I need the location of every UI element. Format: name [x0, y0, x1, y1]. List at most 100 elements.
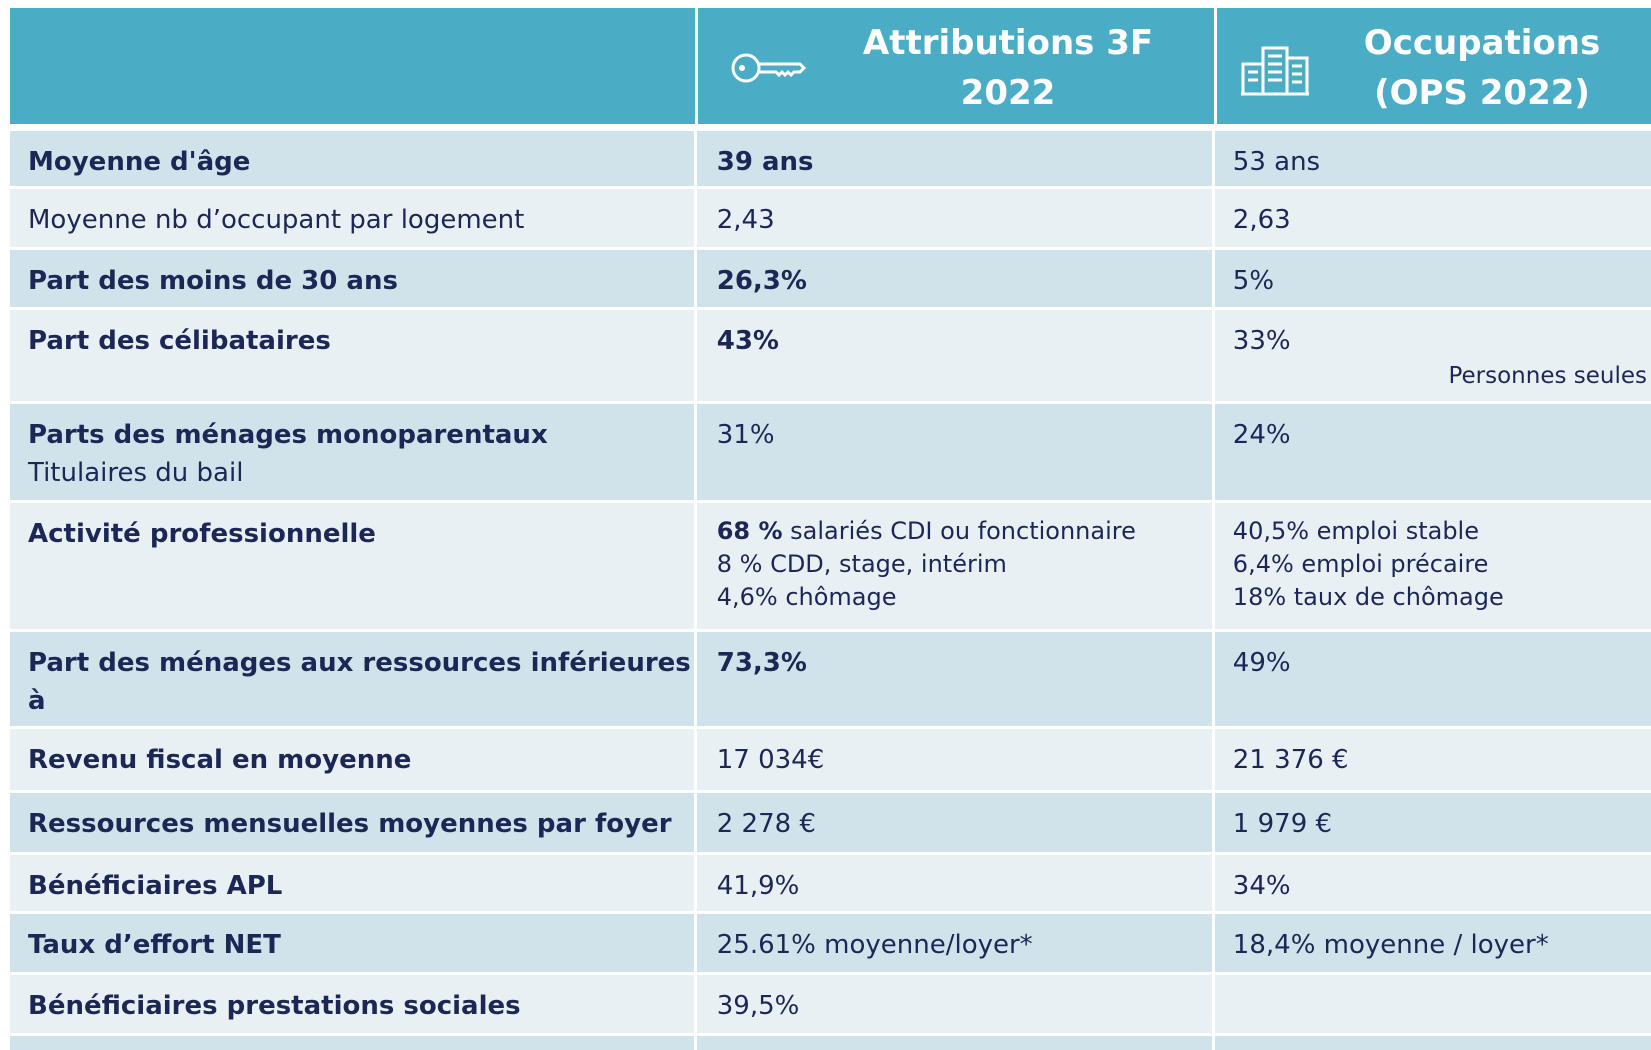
label-cell: Part des célibataires [10, 310, 694, 401]
cell-line: 43% [716, 326, 779, 356]
cell-line: 73,3% [716, 648, 807, 678]
value-cell: 53 ans [1214, 131, 1651, 186]
table-row: Moyenne nb d’occupant par logement 2,43 2,… [10, 189, 1651, 247]
cell-line: 21 376 € [1232, 745, 1349, 775]
value-cell: 39,5% [696, 975, 1212, 1033]
value-cell: 26,3% [696, 250, 1212, 307]
label-cell: Bénéficiaires prestations sociales [10, 975, 694, 1033]
value-cell: 31% [696, 404, 1212, 500]
label-sub: Titulaires du bail [28, 458, 244, 488]
table-row: Part des célibataires 43% 33% Personnes seu… [10, 310, 1651, 401]
cell-line: 4,6% chômage [716, 583, 897, 611]
value-cell: 23% [696, 1036, 1212, 1050]
cell-line: 1 979 € [1232, 809, 1333, 839]
cell-line: Moyenne d'âge [28, 147, 251, 177]
table-row: Part des ménages aux ressources inférieu… [10, 632, 1651, 726]
label-cell: Taux d’effort NET [10, 914, 694, 972]
table-row: Revenu fiscal en moyenne 17 034€ 21 376 € [10, 729, 1651, 790]
value-cell: 68 % salariés CDI ou fonctionnaire 8 % CD… [696, 503, 1212, 629]
key-icon [731, 53, 807, 83]
value-cell: 43% [696, 310, 1212, 401]
cell-line: 68 % salariés CDI ou fonctionnaire [717, 515, 1212, 548]
value-cell: 1 979 € [1214, 793, 1651, 852]
cell-line: Part des moins de 30 ans [28, 266, 398, 296]
cell-line: 33% [1232, 326, 1291, 356]
label-cell: Part des ménages aux ressources inférieu… [10, 632, 694, 726]
label-cell: Moyenne nb d’occupant par logement [10, 189, 694, 247]
cell-line: 60% du plafond PLUS [28, 720, 694, 726]
header-line: Occupations [1363, 23, 1601, 63]
cell-line: 40,5% emploi stable [1232, 517, 1479, 545]
table-row: Ressources mensuelles moyennes par foyer… [10, 793, 1651, 852]
cell-line: Revenu fiscal en moyenne [28, 745, 412, 775]
value-cell: 49% [1214, 632, 1651, 726]
table-row: Part des moins de 30 ans 26,3% 5% [10, 250, 1651, 307]
cell-line: 24% [1232, 420, 1291, 450]
cell-line: Moyenne nb d’occupant par logement [28, 205, 525, 235]
cell-line: 31% [716, 420, 775, 450]
cell-line: Activité professionnelle [28, 519, 376, 549]
table-row: Taux d’effort NET 25.61% moyenne/loyer* 18… [10, 914, 1651, 972]
label-cell: Part des moins de 30 ans [10, 250, 694, 307]
value-cell: 73,3% [696, 632, 1212, 726]
cell-line: 26,3% [716, 266, 807, 296]
value-cell: 2,63 [1214, 189, 1651, 247]
value-cell: 21 376 € [1214, 729, 1651, 790]
label-cell: Revenu fiscal en moyenne [10, 729, 694, 790]
value-cell: 41,9% [696, 855, 1212, 911]
value-cell: 2,43 [696, 189, 1212, 247]
header-blank [10, 8, 695, 124]
table-row: Bénéficiaires prestations sociales 39,5% [10, 975, 1651, 1033]
cell-line: Bénéficiaires APL [28, 871, 283, 901]
cell-line: Bénéficiaires prestations sociales [28, 991, 521, 1021]
table-row: Ménages sous le seuil de pauvreté23% [10, 1036, 1651, 1050]
label-cell: Ménages sous le seuil de pauvreté [10, 1036, 694, 1050]
value-cell: 39 ans [696, 131, 1212, 186]
cell-line: 18,4% moyenne / loyer* [1232, 930, 1549, 960]
cell-line: 18% taux de chômage [1232, 583, 1504, 611]
cell-line: 17 034€ [716, 745, 825, 775]
cell-line: Taux d’effort NET [28, 930, 281, 960]
cell-line: 2,43 [716, 205, 775, 235]
value-cell [1214, 1036, 1651, 1050]
label-cell: Parts des ménages monoparentaux Titulaire… [10, 404, 694, 500]
cell-line: 39,5% [716, 991, 800, 1021]
building-icon [1241, 46, 1309, 96]
cell-line: 25.61% moyenne/loyer* [716, 930, 1033, 960]
value-cell: 34% [1214, 855, 1651, 911]
table-row: Parts des ménages monoparentaux Titulaire… [10, 404, 1651, 500]
label-cell: Ressources mensuelles moyennes par foyer [10, 793, 694, 852]
cell-line: 41,9% [716, 871, 800, 901]
cell-line: Parts des ménages monoparentaux [28, 420, 548, 450]
value-cell: 5% [1214, 250, 1651, 307]
cell-line: 8 % CDD, stage, intérim [716, 550, 1007, 578]
header-col1: Attributions 3F 2022 [698, 8, 1214, 124]
header-col2: Occupations (OPS 2022) [1217, 8, 1651, 124]
label-cell: Bénéficiaires APL [10, 855, 694, 911]
table-row: Bénéficiaires APL 41,9% 34% [10, 855, 1651, 911]
cell-line: 2,63 [1232, 205, 1291, 235]
cell-line: 53 ans [1232, 147, 1321, 177]
cell-line: Ressources mensuelles moyennes par foyer [28, 809, 672, 839]
header-line: (OPS 2022) [1374, 73, 1590, 113]
header-line: 2022 [960, 73, 1056, 113]
value-cell: 25.61% moyenne/loyer* [696, 914, 1212, 972]
cell-line: Part des ménages aux ressources inférieu… [28, 648, 691, 716]
cell-line: 49% [1232, 648, 1291, 678]
value-cell: 2 278 € [696, 793, 1212, 852]
cell-line: 34% [1232, 871, 1291, 901]
cell-line: Part des célibataires [28, 326, 331, 356]
value-cell: 17 034€ [696, 729, 1212, 790]
value-cell: 24% [1214, 404, 1651, 500]
value-cell: 33% Personnes seules [1214, 310, 1651, 401]
label-cell: Moyenne d'âge [10, 131, 694, 186]
cell-line: 6,4% emploi précaire [1232, 550, 1489, 578]
text-segment: salariés CDI ou fonctionnaire [782, 517, 1136, 545]
header-line: Attributions 3F [862, 23, 1154, 63]
cell-note: Personnes seules [1448, 363, 1647, 389]
table-row: Moyenne d'âge 39 ans 53 ans [10, 131, 1651, 186]
cell-line: 39 ans [716, 147, 814, 177]
value-cell [1214, 975, 1651, 1033]
value-cell: 40,5% emploi stable 6,4% emploi précaire 1… [1214, 503, 1651, 629]
